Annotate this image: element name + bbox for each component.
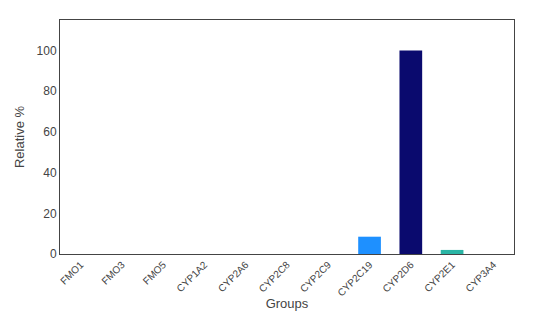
svg-text:CYP2A6: CYP2A6 (216, 259, 251, 294)
svg-text:CYP1A2: CYP1A2 (174, 259, 209, 294)
svg-text:CYP2C8: CYP2C8 (257, 259, 293, 295)
svg-text:CYP2C9: CYP2C9 (298, 259, 334, 295)
svg-text:CYP2E1: CYP2E1 (422, 259, 457, 294)
svg-text:FMO3: FMO3 (99, 259, 127, 287)
svg-text:Relative %: Relative % (12, 105, 27, 168)
svg-text:Groups: Groups (266, 296, 309, 311)
svg-text:60: 60 (43, 125, 57, 139)
svg-text:FMO1: FMO1 (58, 259, 86, 287)
svg-text:80: 80 (43, 84, 57, 98)
svg-text:0: 0 (50, 247, 57, 261)
svg-text:100: 100 (37, 44, 57, 58)
svg-text:CYP3A4: CYP3A4 (463, 259, 498, 294)
svg-text:CYP2D6: CYP2D6 (380, 259, 416, 295)
svg-text:FMO5: FMO5 (141, 259, 169, 287)
svg-text:40: 40 (43, 166, 57, 180)
svg-text:20: 20 (43, 207, 57, 221)
svg-text:CYP2C19: CYP2C19 (335, 259, 375, 299)
